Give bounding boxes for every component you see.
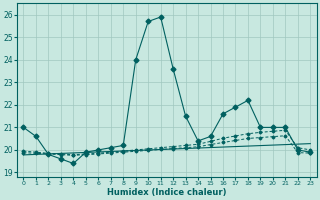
X-axis label: Humidex (Indice chaleur): Humidex (Indice chaleur) (107, 188, 227, 197)
